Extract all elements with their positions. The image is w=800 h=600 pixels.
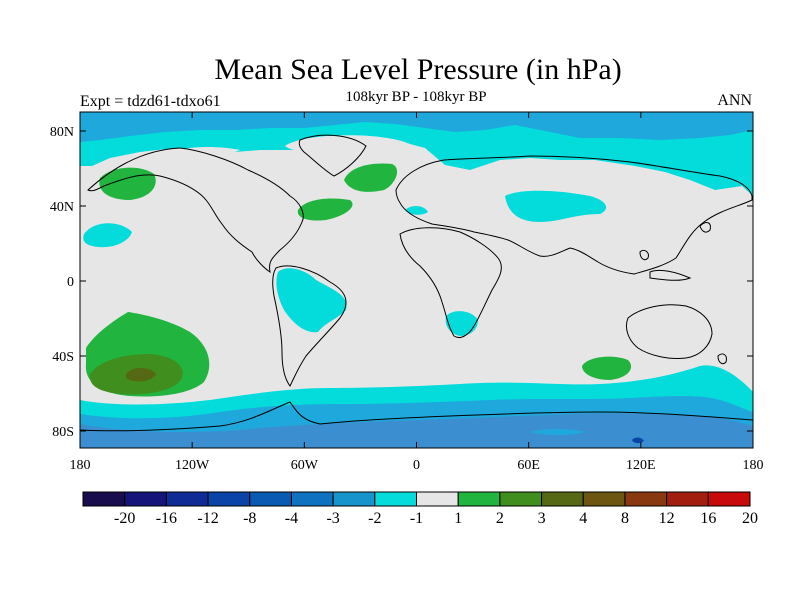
y-axis: 80N 40N 0 40S 80S <box>50 125 753 440</box>
arctic-deeper-region <box>80 112 753 142</box>
coastline-north-america <box>87 147 304 274</box>
season-label: ANN <box>717 92 752 109</box>
coastline-south-america <box>272 265 347 387</box>
x-tick-label: 180 <box>70 458 91 473</box>
colorbar-swatch <box>707 491 751 507</box>
colorbar-swatch <box>416 491 459 507</box>
colorbar-label: 16 <box>700 510 716 527</box>
southern-ocean-negative-3 <box>80 413 753 448</box>
colorbar-swatch <box>582 491 626 507</box>
experiment-label: Expt = tdzd61-tdxo61 <box>80 93 221 110</box>
colorbar-swatch <box>457 491 501 507</box>
colorbar-swatch <box>290 491 334 507</box>
colorbar-swatch <box>374 491 417 507</box>
x-tick-label: 60E <box>517 458 540 473</box>
colorbar-label: -2 <box>368 510 381 527</box>
y-tick-label: 80S <box>52 425 74 440</box>
colorbar-label: -1 <box>410 510 423 527</box>
pacific-negative <box>83 223 132 248</box>
arctic-neutral-patch <box>178 147 240 155</box>
colorbar-swatch <box>541 491 584 507</box>
antarctic-light-patch <box>530 429 585 435</box>
south-america-negative <box>276 268 347 333</box>
colorbar-label: 3 <box>538 510 546 527</box>
north-atlantic-positive <box>344 163 398 192</box>
south-pacific-positive-3 <box>126 368 156 382</box>
colorbar-label: -16 <box>156 510 177 527</box>
southern-africa-negative <box>445 311 478 336</box>
colorbar-label: 4 <box>579 510 587 527</box>
coastline-africa <box>399 227 502 339</box>
x-axis: 180 120W 60W 0 60E 120E 180 <box>70 112 764 473</box>
map-subtitle: 108kyr BP - 108kyr BP <box>345 89 487 105</box>
colorbar-swatch <box>207 491 251 507</box>
y-tick-label: 40N <box>50 200 74 215</box>
colorbar-label: 12 <box>659 510 675 527</box>
colorbar-swatch <box>124 491 167 507</box>
coastline-greenland <box>298 134 367 177</box>
colorbar-label: -4 <box>285 510 298 527</box>
indian-ocean-positive <box>582 356 632 380</box>
colorbar-swatch <box>624 491 668 507</box>
colorbar-swatch <box>249 491 292 507</box>
map-title: Mean Sea Level Pressure (in hPa) <box>214 53 622 86</box>
antarctic-dark-spot <box>632 437 644 444</box>
europe-negative <box>405 206 428 215</box>
colorbar-label: -8 <box>243 510 256 527</box>
arctic-neutral-patch <box>285 135 420 154</box>
y-tick-label: 80N <box>50 125 74 140</box>
coastline-islands <box>639 222 727 365</box>
x-tick-label: 0 <box>413 458 420 473</box>
colorbar-label: 8 <box>621 510 629 527</box>
asia-negative <box>505 190 607 222</box>
colorbar-label: 1 <box>454 510 462 527</box>
colorbar-label: 2 <box>496 510 504 527</box>
colorbar-label: -20 <box>114 510 135 527</box>
y-tick-label: 40S <box>52 350 74 365</box>
colorbar-swatch <box>332 491 376 507</box>
coastlines <box>80 134 753 432</box>
x-tick-label: 120W <box>175 458 210 473</box>
colorbar-label: -3 <box>326 510 339 527</box>
north-atlantic-positive <box>297 198 353 221</box>
coastline-eurasia <box>395 155 753 275</box>
x-tick-label: 60W <box>291 458 319 473</box>
y-tick-label: 0 <box>67 275 74 290</box>
colorbar-label: 20 <box>742 510 758 527</box>
map-field <box>80 112 753 448</box>
x-tick-label: 120E <box>626 458 656 473</box>
colorbar: -20 -16 -12 -8 -4 -3 -2 -1 1 2 3 4 8 12 16 20 <box>82 491 758 527</box>
colorbar-swatch <box>499 491 543 507</box>
colorbar-swatch <box>165 491 209 507</box>
colorbar-swatch <box>666 491 709 507</box>
coastline-australia <box>625 304 713 359</box>
x-tick-label: 180 <box>743 458 764 473</box>
colorbar-swatch <box>82 491 126 507</box>
coastline-antarctica <box>80 401 753 432</box>
colorbar-label: -12 <box>197 510 218 527</box>
